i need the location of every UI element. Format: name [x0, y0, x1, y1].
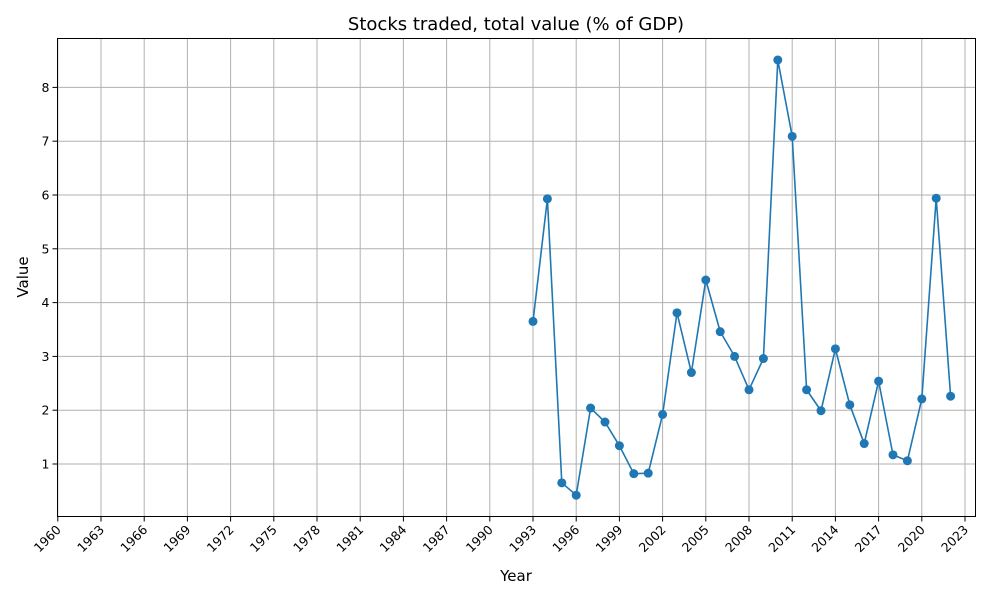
data-point: [816, 406, 826, 416]
grid-lines: [57, 38, 976, 517]
x-tick-label: 1966: [117, 522, 150, 555]
x-tick-label: 1972: [204, 522, 237, 555]
x-tick-label: 1969: [160, 522, 193, 555]
data-point: [859, 439, 869, 449]
x-tick-label: 1996: [549, 522, 582, 555]
data-point: [845, 400, 855, 410]
chart-title: Stocks traded, total value (% of GDP): [348, 14, 684, 35]
data-point: [614, 441, 624, 451]
y-tick-label: 7: [42, 134, 50, 149]
data-point: [830, 344, 840, 354]
y-tick-label: 1: [42, 457, 50, 472]
data-point: [643, 468, 653, 478]
x-tick-label: 1981: [333, 522, 366, 555]
series-line: [532, 59, 952, 497]
data-point: [701, 275, 711, 285]
data-point: [557, 478, 567, 488]
y-tick-label: 5: [42, 241, 50, 256]
y-tick-label: 4: [42, 295, 50, 310]
x-axis-label: Year: [499, 567, 533, 585]
plot-frame: [57, 38, 976, 517]
x-tick-label: 1987: [420, 522, 453, 555]
data-point: [542, 194, 552, 204]
data-point: [888, 450, 898, 460]
data-point: [658, 410, 668, 420]
x-tick-label: 2005: [679, 522, 712, 555]
x-tick-label: 1960: [31, 522, 64, 555]
data-point: [874, 376, 884, 386]
x-tick-label: 2011: [765, 522, 798, 555]
x-tick-label: 2023: [938, 522, 971, 555]
y-tick-label: 2: [42, 403, 50, 418]
x-tick-label: 1963: [74, 522, 107, 555]
data-point: [672, 308, 682, 318]
data-point: [902, 456, 912, 466]
x-tick-label: 1975: [247, 522, 280, 555]
data-point: [686, 368, 696, 378]
data-point: [629, 469, 639, 479]
data-point: [600, 417, 610, 427]
y-axis-label: Value: [14, 256, 32, 297]
x-tick-label: 1999: [592, 522, 625, 555]
data-point: [528, 316, 538, 326]
data-point: [931, 193, 941, 203]
y-tick-label: 6: [42, 188, 50, 203]
x-tick-label: 2008: [722, 522, 755, 555]
y-axis-ticks: 1 2 3 4 5 6 7 8: [42, 80, 58, 472]
data-point: [802, 385, 812, 395]
x-tick-label: 2017: [852, 522, 885, 555]
y-tick-label: 3: [42, 349, 50, 364]
series-layer: [528, 55, 956, 500]
data-point: [946, 391, 956, 401]
x-tick-label: 1990: [463, 522, 496, 555]
data-point: [730, 351, 740, 361]
data-point: [571, 490, 581, 500]
x-tick-label: 1993: [506, 522, 539, 555]
data-point: [744, 385, 754, 395]
x-tick-label: 2002: [636, 522, 669, 555]
x-tick-label: 2014: [808, 522, 841, 555]
x-tick-label: 2020: [895, 522, 928, 555]
data-point: [586, 403, 596, 413]
data-point: [917, 394, 927, 404]
data-point: [758, 354, 768, 364]
data-point: [787, 131, 797, 141]
data-point: [715, 327, 725, 337]
data-point: [773, 55, 783, 65]
x-axis-ticks: 1960 1963 1966 1969 1972 1975 1978 1981 1984 1987…: [31, 516, 971, 555]
x-tick-label: 1984: [376, 522, 409, 555]
y-tick-label: 8: [42, 80, 50, 95]
x-tick-label: 1978: [290, 522, 323, 555]
